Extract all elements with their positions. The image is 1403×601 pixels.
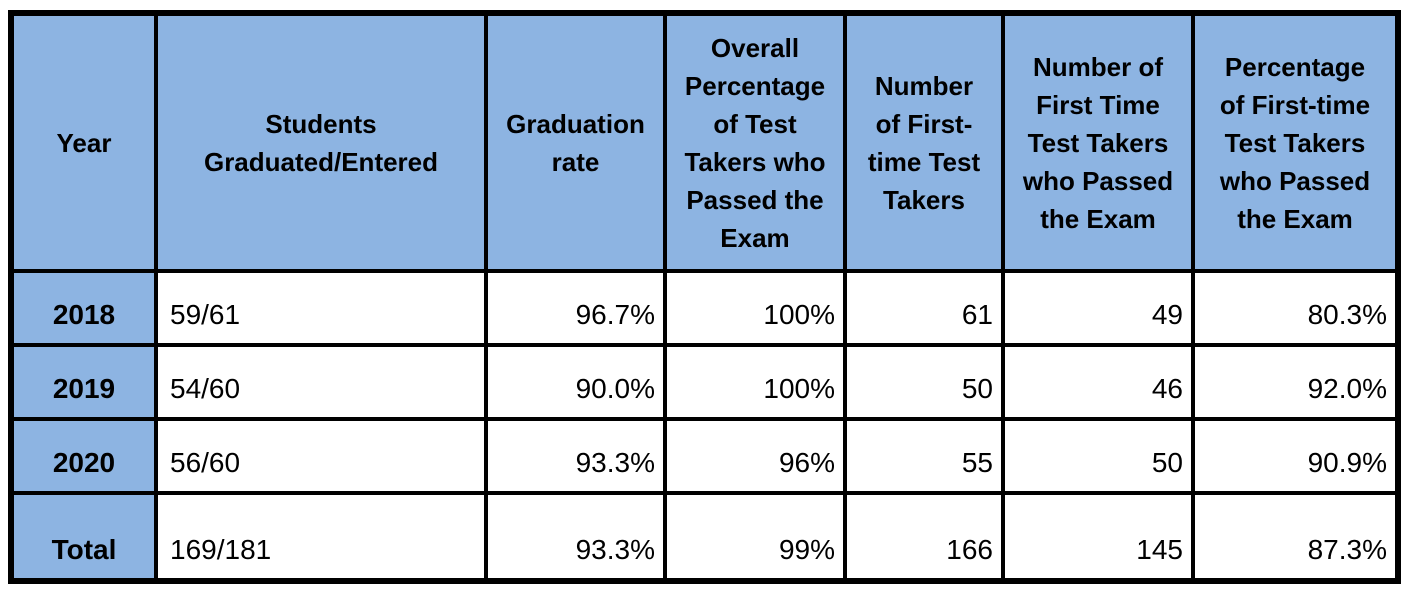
column-header-students-graduated-entered: Students Graduated/Entered [154,11,488,273]
cell-overall-pct-passed: 100% [663,343,847,421]
column-header-year: Year [9,11,158,273]
cell-graduation-rate: 93.3% [484,491,667,583]
column-header-graduation-rate: Graduation rate [484,11,667,273]
graduation-pass-rate-table: Year Students Graduated/Entered Graduati… [8,10,1401,584]
column-header-num-first-time-passed: Number of First Time Test Takers who Pas… [1001,11,1195,273]
table-row-total: Total 169/181 93.3% 99% 166 145 87.3% [9,491,1400,583]
cell-students-graduated-entered: 56/60 [154,417,488,495]
cell-graduation-rate: 93.3% [484,417,667,495]
header-row: Year Students Graduated/Entered Graduati… [9,11,1400,273]
cell-overall-pct-passed: 100% [663,269,847,347]
column-header-pct-first-time-passed: Percentage of First-time Test Takers who… [1191,11,1400,273]
cell-pct-first-time-passed: 80.3% [1191,269,1400,347]
cell-pct-first-time-passed: 87.3% [1191,491,1400,583]
table-row-2019: 2019 54/60 90.0% 100% 50 46 92.0% [9,343,1400,421]
column-header-num-first-time-takers: Number of First- time Test Takers [843,11,1005,273]
cell-students-graduated-entered: 169/181 [154,491,488,583]
table-row-2018: 2018 59/61 96.7% 100% 61 49 80.3% [9,269,1400,347]
cell-num-first-time-takers: 50 [843,343,1005,421]
cell-num-first-time-passed: 46 [1001,343,1195,421]
cell-students-graduated-entered: 59/61 [154,269,488,347]
cell-num-first-time-takers: 55 [843,417,1005,495]
cell-year-total: Total [9,491,158,583]
cell-num-first-time-takers: 61 [843,269,1005,347]
cell-pct-first-time-passed: 90.9% [1191,417,1400,495]
cell-graduation-rate: 96.7% [484,269,667,347]
cell-overall-pct-passed: 96% [663,417,847,495]
cell-num-first-time-passed: 49 [1001,269,1195,347]
cell-num-first-time-passed: 50 [1001,417,1195,495]
cell-pct-first-time-passed: 92.0% [1191,343,1400,421]
cell-num-first-time-passed: 145 [1001,491,1195,583]
table-row-2020: 2020 56/60 93.3% 96% 55 50 90.9% [9,417,1400,495]
cell-students-graduated-entered: 54/60 [154,343,488,421]
cell-graduation-rate: 90.0% [484,343,667,421]
cell-overall-pct-passed: 99% [663,491,847,583]
cell-year: 2018 [9,269,158,347]
column-header-overall-pct-passed: Overall Percentage of Test Takers who Pa… [663,11,847,273]
cell-year: 2020 [9,417,158,495]
cell-num-first-time-takers: 166 [843,491,1005,583]
cell-year: 2019 [9,343,158,421]
